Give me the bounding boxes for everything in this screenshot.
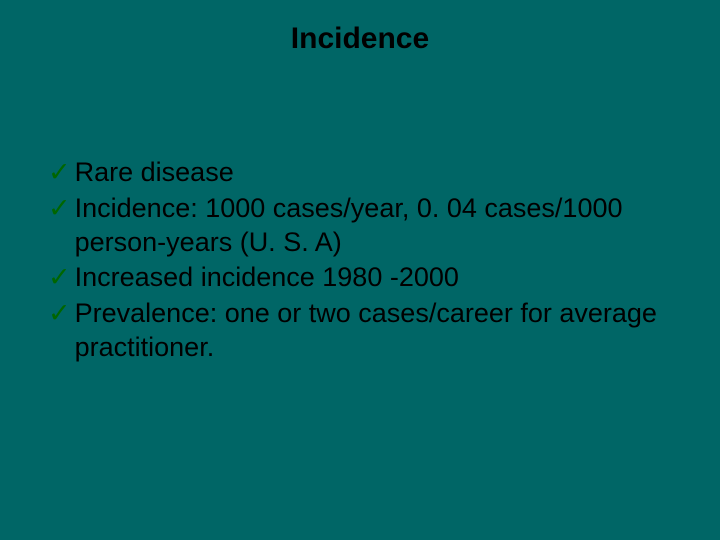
bullet-list: ✓ Rare disease ✓ Incidence: 1000 cases/y… [48,156,680,367]
slide-title: Incidence [0,22,720,56]
list-item: ✓ Prevalence: one or two cases/career fo… [48,297,680,365]
check-icon: ✓ [48,261,71,293]
bullet-text: Rare disease [75,156,680,190]
slide: Incidence ✓ Rare disease ✓ Incidence: 10… [0,0,720,540]
bullet-text: Incidence: 1000 cases/year, 0. 04 cases/… [75,192,680,260]
bullet-text: Prevalence: one or two cases/career for … [75,297,680,365]
bullet-text: Increased incidence 1980 -2000 [75,261,680,295]
check-icon: ✓ [48,297,71,329]
list-item: ✓ Incidence: 1000 cases/year, 0. 04 case… [48,192,680,260]
check-icon: ✓ [48,192,71,224]
list-item: ✓ Increased incidence 1980 -2000 [48,261,680,295]
list-item: ✓ Rare disease [48,156,680,190]
check-icon: ✓ [48,156,71,188]
